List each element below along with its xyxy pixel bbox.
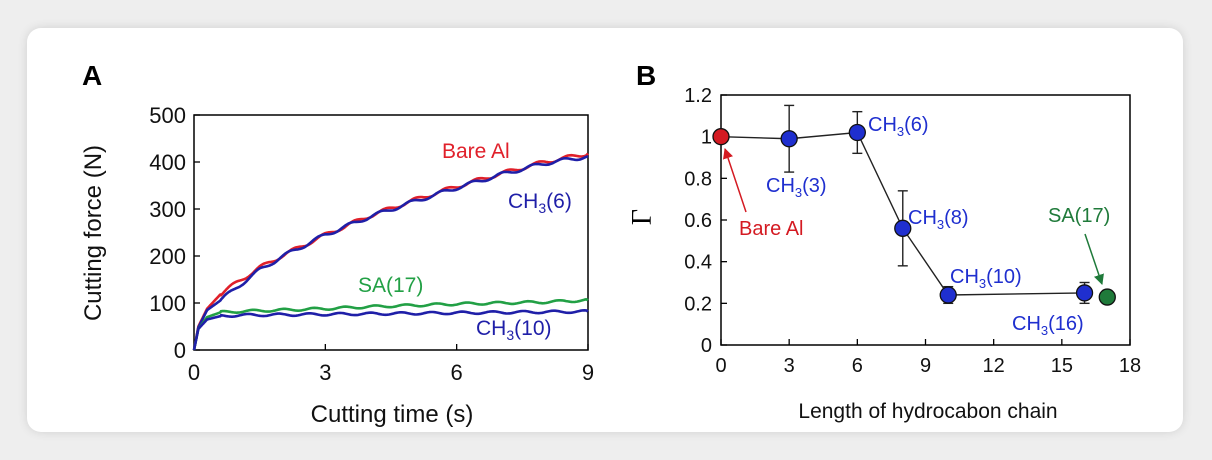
chart-a: 0 100 200 300 400 500 0 3 6 9: [149, 103, 594, 385]
annotation-b-sa17: SA(17): [1048, 205, 1110, 227]
data-point-sa-17-: [1098, 288, 1116, 306]
annotation-b-ch3-3: CH3(3): [766, 175, 827, 200]
chart-b-xtick-label: 18: [1119, 355, 1141, 377]
data-point-ch3-3-: [780, 130, 798, 148]
chart-b-ylabel: Γ: [627, 209, 658, 225]
series-line-sa-17-: [192, 297, 589, 351]
annotation-sa17: SA(17): [358, 274, 423, 297]
data-point-ch3-10-: [939, 286, 957, 304]
chart-a-ytick-label: 300: [149, 197, 186, 222]
series-line-ch3-6-: [192, 155, 589, 351]
chart-b-trend-line: [720, 131, 1085, 296]
chart-b-ytick-label: 1: [701, 127, 712, 149]
annotation-ch3-6: CH3(6): [508, 190, 572, 216]
chart-b-xtick-label: 15: [1051, 355, 1073, 377]
chart-a-ytick-label: 500: [149, 103, 186, 128]
chart-b-xtick-label: 3: [784, 355, 795, 377]
chart-b: 0 0.2 0.4 0.6 0.8 1 1.2 0 3 6 9 12 15 18: [684, 85, 1141, 377]
annotation-b-ch3-6: CH3(6): [868, 114, 929, 139]
annotation-b-ch3-8: CH3(8): [908, 207, 969, 232]
annotation-bare-al: Bare Al: [442, 140, 510, 163]
chart-a-frame: [193, 114, 589, 351]
annotation-b-ch3-16: CH3(16): [1012, 313, 1084, 338]
chart-a-ylabel: Cutting force (N): [80, 145, 107, 321]
chart-b-ytick-label: 0.2: [684, 293, 712, 315]
sa17-arrow: [1084, 233, 1104, 285]
chart-a-xtick-label: 0: [188, 360, 200, 385]
data-point-ch3-6-: [848, 123, 866, 142]
chart-b-xlabel: Length of hydrocabon chain: [798, 400, 1057, 423]
annotation-ch3-10: CH3(10): [476, 317, 552, 343]
panel-a-letter: A: [82, 60, 102, 91]
chart-b-ytick-label: 0.6: [684, 210, 712, 232]
chart-a-xlabel: Cutting time (s): [311, 401, 474, 428]
chart-a-ytick-label: 100: [149, 291, 186, 316]
chart-b-xtick-label: 0: [715, 355, 726, 377]
series-line-ch3-10-: [192, 308, 589, 351]
chart-b-ytick-label: 0.4: [684, 252, 712, 274]
data-point-ch3-8-: [894, 219, 912, 237]
chart-b-ytick-label: 1.2: [684, 85, 712, 107]
chart-b-ytick-label: 0: [701, 335, 712, 357]
chart-a-ytick-label: 0: [174, 338, 186, 363]
chart-a-ytick-label: 400: [149, 150, 186, 175]
chart-b-xtick-label: 9: [920, 355, 931, 377]
data-point-bare-al: [712, 128, 730, 146]
chart-a-xtick-label: 3: [319, 360, 331, 385]
bare-al-arrow: [723, 148, 747, 213]
chart-b-xtick-label: 12: [983, 355, 1005, 377]
panel-b-letter: B: [636, 60, 656, 91]
data-point-ch3-16-: [1075, 284, 1094, 302]
chart-b-ytick-label: 0.8: [684, 168, 712, 190]
chart-a-ytick-label: 200: [149, 244, 186, 269]
annotation-b-bare-al: Bare Al: [739, 218, 803, 240]
chart-b-xtick-label: 6: [852, 355, 863, 377]
chart-a-xtick-label: 6: [451, 360, 463, 385]
annotation-b-ch3-10: CH3(10): [950, 266, 1022, 291]
chart-a-xtick-label: 9: [582, 360, 594, 385]
